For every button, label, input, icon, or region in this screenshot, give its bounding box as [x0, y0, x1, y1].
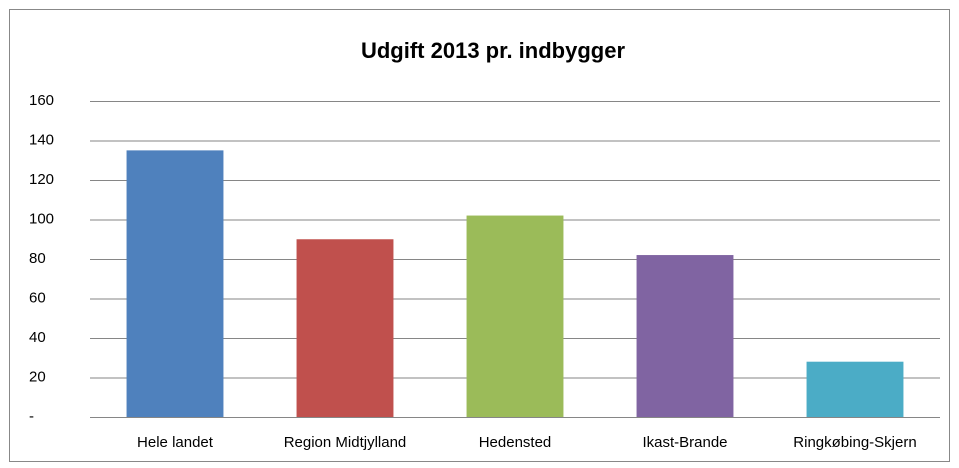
bar — [296, 239, 394, 417]
x-tick-label: Hedensted — [479, 434, 552, 451]
bar — [806, 361, 904, 417]
bar — [466, 215, 564, 417]
bar — [126, 150, 224, 417]
y-tick-label: 60 — [29, 289, 46, 306]
x-tick-label: Region Midtjylland — [284, 434, 407, 451]
x-tick-label: Ikast-Brande — [642, 434, 727, 451]
x-tick-label: Hele landet — [137, 434, 214, 451]
y-tick-label: 100 — [29, 210, 54, 227]
y-tick-label: - — [29, 408, 34, 425]
bar — [636, 255, 734, 417]
y-tick-label: 40 — [29, 329, 46, 346]
y-tick-label: 140 — [29, 131, 54, 148]
x-tick-label: Ringkøbing-Skjern — [793, 434, 916, 451]
y-tick-label: 160 — [29, 92, 54, 109]
y-tick-label: 80 — [29, 250, 46, 267]
chart-title: Udgift 2013 pr. indbygger — [361, 38, 625, 63]
y-tick-label: 120 — [29, 171, 54, 188]
y-tick-label: 20 — [29, 368, 46, 385]
